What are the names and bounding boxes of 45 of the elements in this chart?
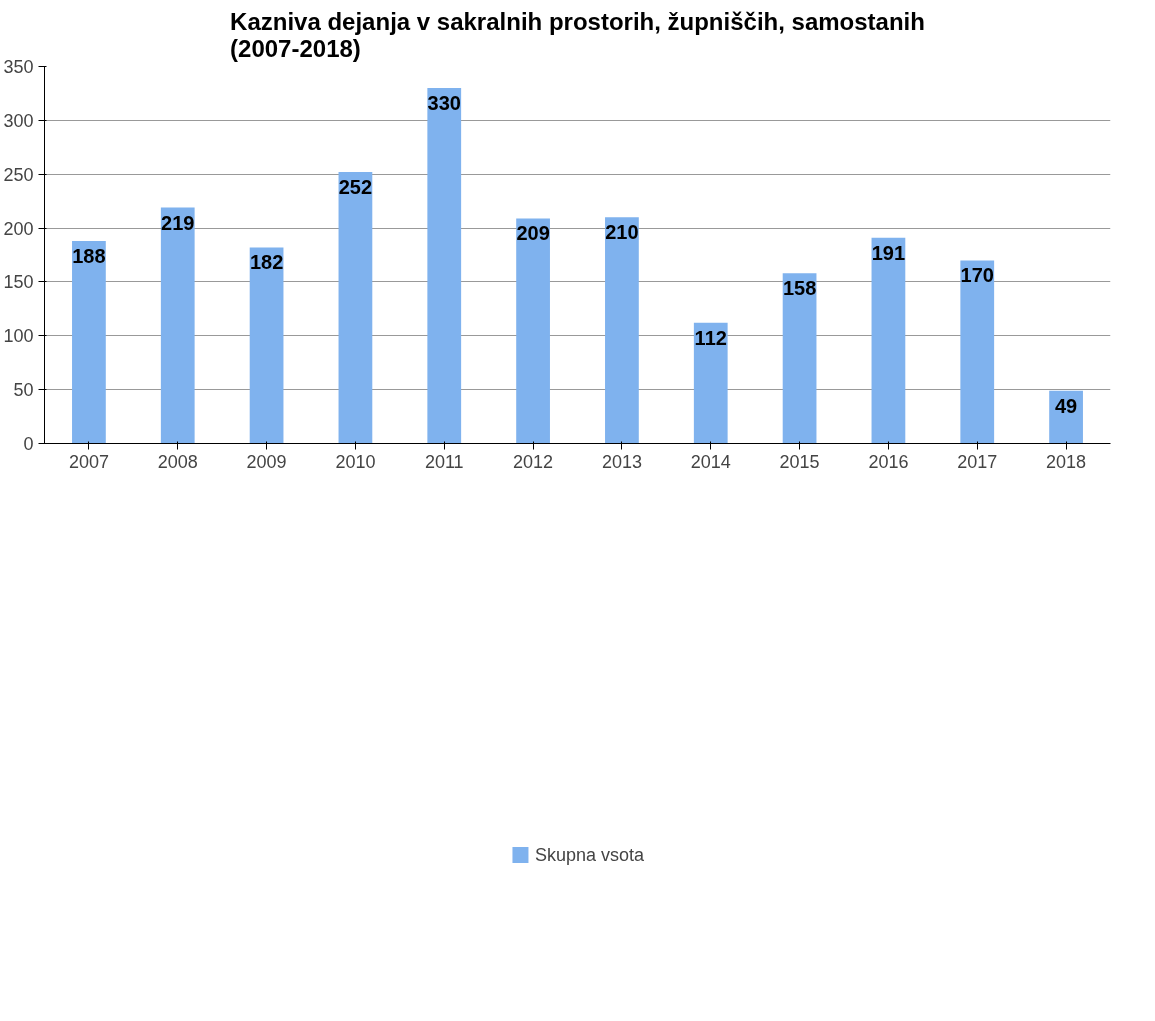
data-label: 191 bbox=[871, 241, 906, 264]
bar bbox=[871, 237, 906, 444]
bar bbox=[693, 322, 728, 444]
y-tick-label: 100 bbox=[3, 326, 34, 347]
x-tick-label: 2017 bbox=[957, 451, 998, 472]
y-tick-label: 350 bbox=[3, 57, 34, 77]
y-tick-label: 250 bbox=[3, 164, 34, 185]
y-tick-label: 0 bbox=[23, 434, 34, 454]
data-label: 219 bbox=[161, 211, 195, 234]
bar bbox=[338, 172, 373, 444]
bar bbox=[72, 241, 106, 444]
data-label: 158 bbox=[782, 277, 817, 300]
data-label: 170 bbox=[960, 264, 994, 287]
bar bbox=[782, 273, 817, 444]
bar bbox=[160, 207, 195, 444]
bar bbox=[605, 217, 639, 444]
legend-label: Skupna vsota bbox=[534, 844, 645, 866]
data-label: 252 bbox=[338, 176, 373, 199]
y-tick-label: 50 bbox=[13, 380, 34, 401]
data-label: 210 bbox=[605, 221, 639, 244]
x-tick-label: 2018 bbox=[1046, 451, 1087, 472]
data-label: 112 bbox=[694, 326, 727, 349]
x-tick-label: 2008 bbox=[157, 451, 198, 472]
y-tick-label: 200 bbox=[3, 218, 34, 239]
x-tick-label: 2007 bbox=[68, 451, 109, 472]
x-tick-label: 2014 bbox=[690, 451, 731, 472]
x-tick-label: 2012 bbox=[513, 451, 554, 472]
y-tick-label: 300 bbox=[3, 110, 34, 131]
x-tick-label: 2010 bbox=[335, 451, 376, 472]
data-label: 188 bbox=[72, 245, 106, 267]
x-tick-label: 2009 bbox=[246, 451, 287, 472]
x-tick-label: 2013 bbox=[601, 451, 642, 472]
chart-title: Kazniva dejanja v sakralnih prostorih, župniščih, samostanih (2007-2018) bbox=[230, 7, 925, 62]
x-tick-label: 2015 bbox=[779, 451, 820, 472]
data-label: 330 bbox=[427, 92, 461, 115]
x-tick-label: 2016 bbox=[868, 451, 909, 472]
bar bbox=[516, 218, 550, 444]
data-label: 49 bbox=[1054, 394, 1078, 417]
data-label: 209 bbox=[516, 222, 550, 245]
data-label: 182 bbox=[249, 251, 284, 274]
bar bbox=[249, 247, 284, 444]
x-tick-label: 2011 bbox=[424, 451, 464, 472]
bar bbox=[427, 88, 462, 444]
y-tick-label: 150 bbox=[3, 272, 34, 293]
bar bbox=[960, 260, 995, 444]
